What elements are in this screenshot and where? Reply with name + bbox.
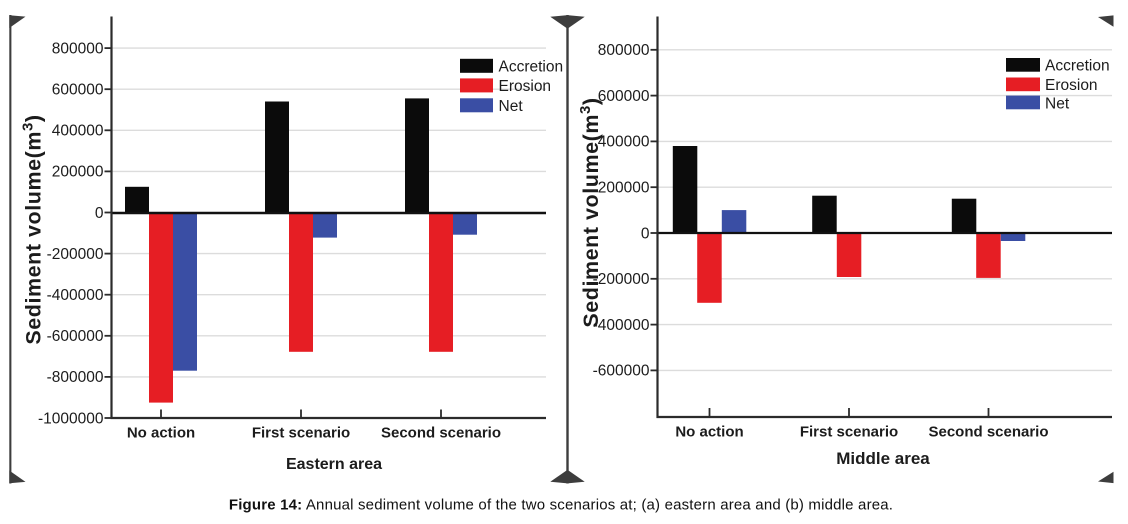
svg-text:Sediment volume(m3): Sediment volume(m3) — [577, 97, 603, 327]
svg-text:Middle area: Middle area — [836, 449, 930, 468]
svg-text:800000: 800000 — [52, 40, 104, 57]
svg-text:Sediment volume(m3): Sediment volume(m3) — [20, 114, 46, 344]
svg-text:No action: No action — [127, 425, 195, 442]
svg-text:First scenario: First scenario — [252, 425, 350, 442]
svg-text:Second scenario: Second scenario — [928, 424, 1048, 441]
svg-text:Net: Net — [499, 98, 524, 115]
svg-text:Net: Net — [1045, 96, 1070, 113]
svg-text:-600000: -600000 — [593, 363, 650, 380]
svg-text:Erosion: Erosion — [499, 78, 552, 95]
svg-text:-200000: -200000 — [47, 246, 104, 263]
svg-text:Eastern area: Eastern area — [286, 456, 382, 473]
svg-text:800000: 800000 — [598, 42, 650, 59]
svg-text:Erosion: Erosion — [1045, 77, 1098, 94]
svg-text:No action: No action — [675, 424, 743, 441]
svg-text:600000: 600000 — [598, 88, 650, 105]
svg-text:Second scenario: Second scenario — [381, 425, 501, 442]
svg-text:400000: 400000 — [52, 123, 104, 140]
svg-text:600000: 600000 — [52, 82, 104, 99]
svg-text:-800000: -800000 — [47, 369, 104, 386]
svg-text:400000: 400000 — [598, 134, 650, 151]
svg-text:0: 0 — [641, 225, 650, 242]
svg-text:Accretion: Accretion — [499, 59, 564, 76]
svg-text:-200000: -200000 — [593, 271, 650, 288]
svg-text:-400000: -400000 — [593, 317, 650, 334]
svg-text:Accretion: Accretion — [1045, 58, 1110, 75]
svg-text:200000: 200000 — [598, 180, 650, 197]
svg-text:-400000: -400000 — [47, 287, 104, 304]
svg-text:200000: 200000 — [52, 164, 104, 181]
svg-text:-1000000: -1000000 — [38, 410, 104, 427]
svg-text:-600000: -600000 — [47, 328, 104, 345]
svg-text:First scenario: First scenario — [800, 424, 898, 441]
svg-text:Figure 14: Annual sediment vol: Figure 14: Annual sediment volume of the… — [229, 497, 893, 514]
svg-text:0: 0 — [95, 205, 104, 222]
